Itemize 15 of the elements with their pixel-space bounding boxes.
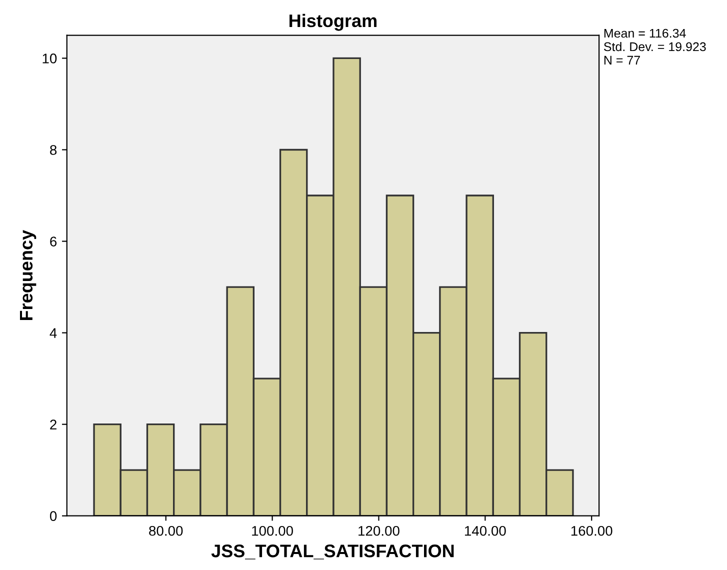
y-tick-label: 8 bbox=[50, 145, 57, 155]
y-tick-label: 0 bbox=[50, 511, 57, 522]
y-tick-label: 10 bbox=[42, 54, 57, 64]
x-tick-label: 140.00 bbox=[464, 526, 506, 536]
x-tick-label: 80.00 bbox=[149, 526, 183, 536]
x-tick-label: 100.00 bbox=[252, 526, 293, 536]
x-axis-title: JSS_TOTAL_SATISFACTION bbox=[211, 544, 454, 560]
y-tick-label: 4 bbox=[50, 328, 57, 338]
y-axis-title: Frequency bbox=[20, 230, 36, 320]
x-tick-label: 160.00 bbox=[571, 526, 612, 536]
y-tick-label: 6 bbox=[50, 236, 57, 246]
y-tick-label: 2 bbox=[50, 420, 56, 430]
chart-title: Histogram bbox=[290, 14, 376, 31]
text: Mean = 116.34 Std. Dev. = 19.923 N = 77 bbox=[604, 28, 706, 64]
x-tick-label: 120.00 bbox=[358, 526, 400, 536]
